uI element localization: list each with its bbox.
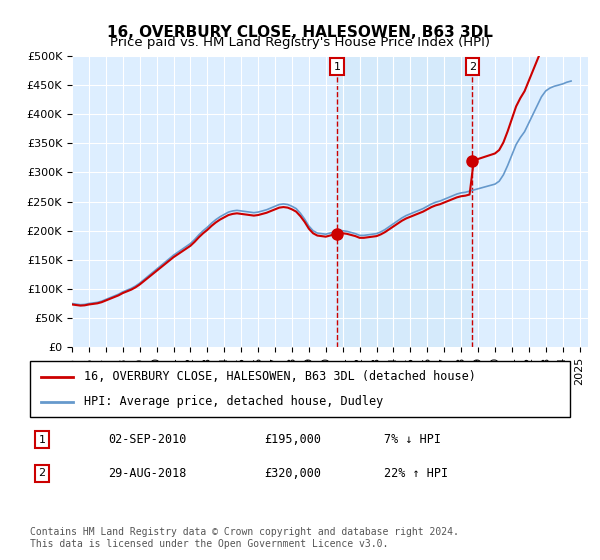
Text: 1: 1 bbox=[38, 435, 46, 445]
Text: HPI: Average price, detached house, Dudley: HPI: Average price, detached house, Dudl… bbox=[84, 395, 383, 408]
FancyBboxPatch shape bbox=[30, 361, 570, 417]
Text: 22% ↑ HPI: 22% ↑ HPI bbox=[384, 466, 448, 480]
Text: 29-AUG-2018: 29-AUG-2018 bbox=[108, 466, 187, 480]
Text: 02-SEP-2010: 02-SEP-2010 bbox=[108, 433, 187, 446]
Text: 2: 2 bbox=[469, 62, 476, 72]
Text: £320,000: £320,000 bbox=[264, 466, 321, 480]
Bar bbox=[337, 56, 472, 347]
Text: Contains HM Land Registry data © Crown copyright and database right 2024.
This d: Contains HM Land Registry data © Crown c… bbox=[30, 527, 459, 549]
Text: 7% ↓ HPI: 7% ↓ HPI bbox=[384, 433, 441, 446]
Text: 16, OVERBURY CLOSE, HALESOWEN, B63 3DL: 16, OVERBURY CLOSE, HALESOWEN, B63 3DL bbox=[107, 25, 493, 40]
Text: Price paid vs. HM Land Registry's House Price Index (HPI): Price paid vs. HM Land Registry's House … bbox=[110, 36, 490, 49]
Text: £195,000: £195,000 bbox=[264, 433, 321, 446]
Text: 2: 2 bbox=[38, 468, 46, 478]
Text: 16, OVERBURY CLOSE, HALESOWEN, B63 3DL (detached house): 16, OVERBURY CLOSE, HALESOWEN, B63 3DL (… bbox=[84, 370, 476, 384]
Text: 1: 1 bbox=[334, 62, 341, 72]
